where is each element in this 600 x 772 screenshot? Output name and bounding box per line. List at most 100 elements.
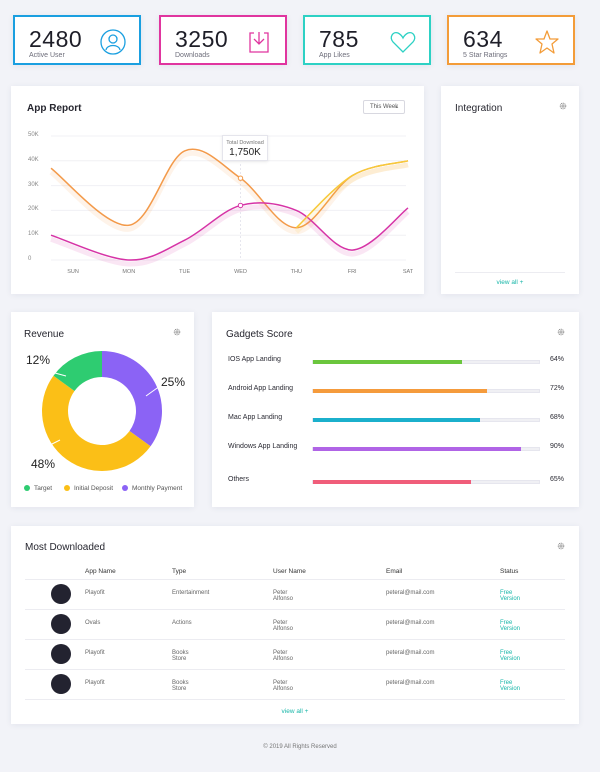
y-tick-label: 10K bbox=[28, 231, 39, 238]
cell-type: Books Store bbox=[172, 650, 189, 662]
integration-view-all-link[interactable]: view all + bbox=[496, 279, 524, 286]
star-icon bbox=[535, 30, 559, 54]
leader-line bbox=[43, 369, 67, 377]
column-header-status: Status bbox=[500, 568, 519, 575]
stat-card-ratings: 634 5 Star Ratings bbox=[447, 15, 575, 65]
gadget-score-row: Mac App Landing 68% bbox=[228, 414, 568, 426]
gadget-progress-fill bbox=[313, 360, 463, 364]
card-title: Revenue bbox=[24, 329, 65, 340]
gadget-progress-fill bbox=[313, 389, 488, 393]
cell-email: peteral@mail.com bbox=[386, 650, 435, 656]
donut-slice[interactable] bbox=[102, 351, 162, 447]
x-tick-label: THU bbox=[290, 269, 302, 275]
gadget-score-row: Others 65% bbox=[228, 476, 568, 488]
series-line-shadow bbox=[50, 204, 410, 267]
app-avatar bbox=[51, 614, 71, 634]
card-title: Most Downloaded bbox=[25, 542, 106, 553]
gadget-percent: 68% bbox=[550, 414, 565, 421]
cell-user-name: Peter Alfonso bbox=[273, 590, 294, 602]
tooltip-value: 1,750K bbox=[229, 147, 261, 158]
x-tick-label: TUE bbox=[179, 269, 191, 275]
cell-status[interactable]: Free Version bbox=[500, 650, 521, 662]
y-tick-label: 30K bbox=[28, 181, 39, 188]
legend-dot bbox=[64, 485, 70, 491]
column-header-type: Type bbox=[172, 568, 187, 575]
revenue-card: Revenue bbox=[11, 312, 194, 507]
legend-label: Initial Deposit bbox=[74, 485, 114, 492]
gear-icon[interactable] bbox=[557, 542, 565, 550]
chevron-down-icon: ⌄ bbox=[393, 104, 399, 110]
gadget-progress-fill bbox=[313, 418, 481, 422]
gadget-label: IOS App Landing bbox=[228, 356, 281, 363]
divider bbox=[455, 272, 565, 273]
stat-card-downloads: 3250 Downloads bbox=[159, 15, 287, 65]
gear-icon[interactable] bbox=[557, 328, 565, 336]
heart-icon bbox=[390, 31, 416, 53]
stat-value: 785 bbox=[319, 26, 359, 52]
gadget-progress-track bbox=[312, 360, 540, 364]
stat-label: App Likes bbox=[319, 52, 350, 59]
cell-app-name: Playofit bbox=[85, 680, 105, 686]
cell-status[interactable]: Free Version bbox=[500, 620, 521, 632]
gadget-progress-track bbox=[312, 389, 540, 393]
gear-icon[interactable] bbox=[173, 328, 181, 336]
stat-value: 3250 bbox=[175, 26, 229, 52]
donut-slice[interactable] bbox=[53, 351, 102, 392]
donut-slice[interactable] bbox=[42, 375, 151, 471]
y-tick-label: 20K bbox=[28, 206, 39, 213]
gadget-progress-track bbox=[312, 418, 540, 422]
donut-label-monthly: 25% bbox=[161, 375, 186, 389]
gadget-label: Others bbox=[228, 476, 250, 483]
y-tick-label: 40K bbox=[28, 156, 39, 163]
table-view-all-link[interactable]: view all + bbox=[281, 708, 309, 715]
data-point[interactable] bbox=[237, 175, 244, 181]
week-filter-select[interactable]: This Week ⌄ bbox=[363, 100, 405, 114]
series-line-shadow bbox=[294, 162, 409, 234]
gadget-score-row: Android App Landing 72% bbox=[228, 385, 568, 397]
x-tick-label: SUN bbox=[67, 269, 79, 275]
cell-status[interactable]: Free Version bbox=[500, 590, 521, 602]
gadget-label: Mac App Landing bbox=[228, 414, 283, 421]
series-line-shadow bbox=[49, 150, 409, 235]
x-tick-label: MON bbox=[122, 269, 136, 275]
tooltip-label: Total Download bbox=[226, 140, 264, 146]
cell-email: peteral@mail.com bbox=[386, 680, 435, 686]
data-point[interactable] bbox=[237, 202, 244, 209]
card-title: App Report bbox=[27, 103, 82, 114]
gadget-progress-fill bbox=[313, 480, 472, 484]
cell-user-name: Peter Alfonso bbox=[273, 620, 294, 632]
cell-type: Actions bbox=[172, 620, 192, 626]
app-avatar bbox=[51, 644, 71, 664]
gadget-percent: 90% bbox=[550, 443, 565, 450]
filter-value: This Week bbox=[370, 104, 399, 110]
cell-user-name: Peter Alfonso bbox=[273, 680, 294, 692]
legend-label: Monthly Payment bbox=[132, 485, 183, 492]
user-icon bbox=[100, 29, 126, 55]
card-title: Gadgets Score bbox=[226, 329, 293, 340]
column-header-user-name: User Name bbox=[273, 568, 306, 575]
leader-line bbox=[43, 439, 61, 449]
row-divider bbox=[25, 609, 565, 610]
column-header-email: Email bbox=[386, 568, 403, 575]
cell-status[interactable]: Free Version bbox=[500, 680, 521, 692]
card-title: Integration bbox=[455, 103, 503, 114]
legend-item-target: Target bbox=[24, 485, 52, 492]
stat-label: Downloads bbox=[175, 52, 210, 59]
chart-tooltip: Total Download 1,750K bbox=[222, 135, 268, 161]
gadget-progress-track bbox=[312, 447, 540, 451]
legend-dot bbox=[122, 485, 128, 491]
row-divider bbox=[25, 669, 565, 670]
cell-email: peteral@mail.com bbox=[386, 590, 435, 596]
row-divider bbox=[25, 579, 565, 580]
stat-label: Active User bbox=[29, 52, 65, 59]
gear-icon[interactable] bbox=[559, 102, 567, 110]
cell-type: Books Store bbox=[172, 680, 189, 692]
gadget-score-row: IOS App Landing 64% bbox=[228, 356, 568, 368]
line-chart bbox=[49, 135, 410, 267]
stat-card-active-user: 2480 Active User bbox=[13, 15, 141, 65]
donut-label-target: 12% bbox=[26, 353, 51, 367]
y-tick-label: 50K bbox=[28, 132, 39, 138]
stat-value: 2480 bbox=[29, 26, 83, 52]
app-avatar bbox=[51, 674, 71, 694]
footer-copyright: © 2019 All Rights Reserved bbox=[263, 744, 337, 750]
